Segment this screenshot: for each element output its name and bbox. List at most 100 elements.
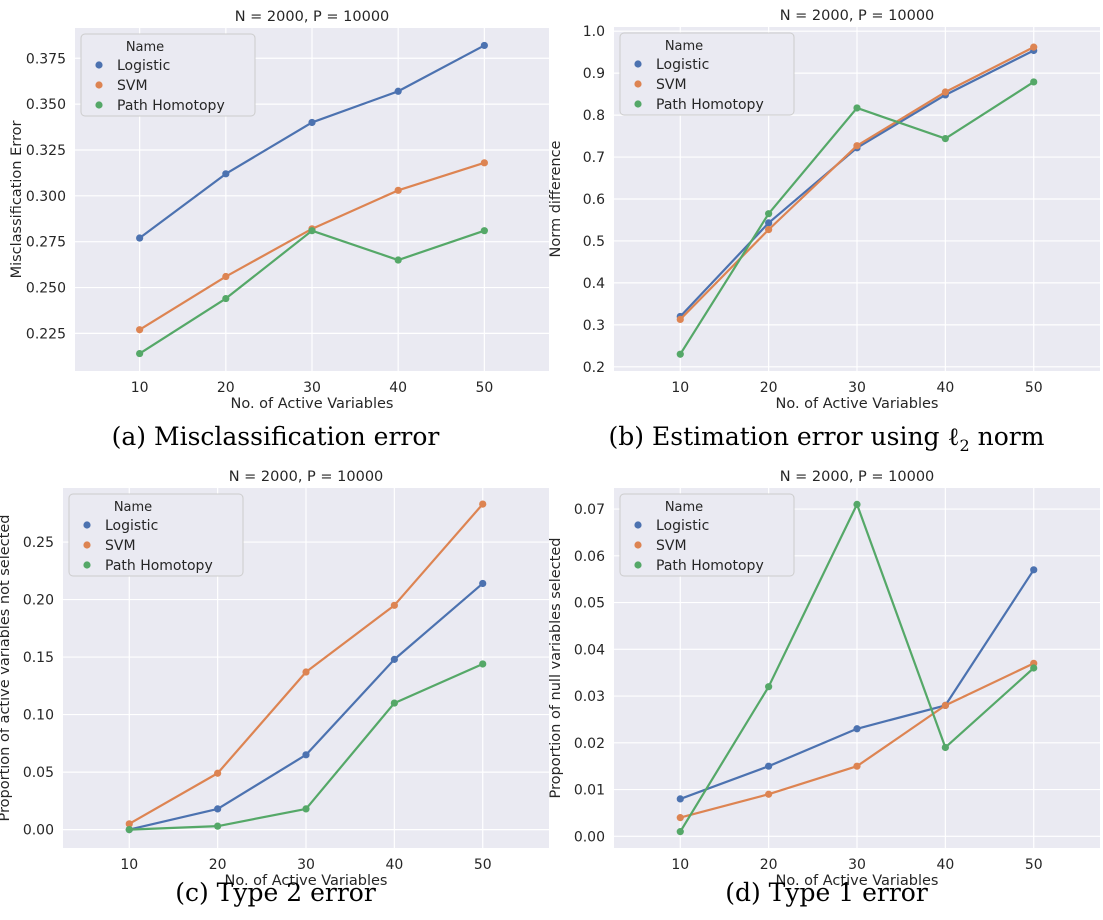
- y-axis-label: Misclassification Error: [9, 121, 25, 279]
- caption-b-subscript: 2: [959, 436, 970, 455]
- data-point: [479, 660, 487, 668]
- data-point: [479, 500, 487, 508]
- caption-c-text: Type 2 error: [216, 878, 376, 907]
- y-axis-label: Proportion of null variables selected: [548, 538, 564, 799]
- x-axis-label: No. of Active Variables: [225, 873, 388, 889]
- data-point: [853, 762, 861, 770]
- chart-b: 0.2 0.3 0.4 0.5 0.6 0.7 0.8 0.9 1.0 10 20 30 40 50 N =…: [548, 8, 1100, 412]
- x-tick-label: 40: [389, 380, 407, 396]
- data-point: [390, 655, 398, 663]
- legend-marker: [95, 61, 103, 69]
- legend-box: [80, 33, 256, 117]
- x-tick-label: 10: [671, 380, 689, 396]
- data-point: [676, 350, 684, 358]
- legend-label: Path Homotopy: [117, 98, 225, 114]
- data-point: [765, 683, 773, 691]
- data-point: [125, 820, 133, 828]
- y-tick-label: 0.275: [26, 235, 66, 251]
- y-tick-label: 0.4: [583, 276, 605, 292]
- data-point: [941, 88, 949, 96]
- x-tick-label: 30: [297, 857, 315, 873]
- data-point: [394, 87, 402, 95]
- y-tick-label: 0.04: [574, 642, 605, 658]
- x-tick-label: 10: [120, 857, 138, 873]
- data-point: [676, 814, 684, 822]
- y-tick-label: 0.7: [583, 150, 605, 166]
- data-point: [125, 825, 133, 834]
- x-tick-label: 20: [217, 380, 235, 396]
- caption-b-suffix: norm: [969, 422, 1045, 451]
- y-tick-label: 0.375: [26, 51, 66, 67]
- legend-title: Name: [665, 39, 703, 54]
- x-tick-label: 20: [760, 857, 778, 873]
- legend-box: [619, 32, 795, 116]
- caption-d-text: Type 1 error: [768, 878, 928, 907]
- legend-marker: [95, 101, 103, 109]
- data-point: [853, 104, 861, 112]
- legend-label: SVM: [656, 77, 687, 93]
- legend-label: Logistic: [117, 58, 170, 74]
- data-point: [136, 326, 144, 334]
- data-point: [765, 226, 773, 234]
- caption-b: (b) Estimation error using ℓ2 norm: [551, 422, 1102, 455]
- y-tick-label: 0.2: [583, 360, 605, 376]
- data-point: [765, 219, 773, 227]
- data-point: [853, 500, 861, 508]
- caption-c-prefix: (c): [175, 878, 217, 907]
- data-point: [302, 805, 310, 813]
- data-point: [222, 170, 230, 178]
- chart-panel-b: 0.2 0.3 0.4 0.5 0.6 0.7 0.8 0.9 1.0 10 20 30 40 50 N =…: [548, 0, 1102, 460]
- data-point: [222, 294, 230, 303]
- legend-label: Logistic: [656, 57, 709, 73]
- data-point: [214, 805, 222, 813]
- chart-d: 0.00 0.01 0.02 0.03 0.04 0.05 0.06 0.07 10 20 30 40…: [548, 469, 1100, 889]
- legend-box: [68, 493, 244, 577]
- y-tick-label: 0.225: [26, 326, 66, 342]
- data-point: [765, 762, 773, 770]
- legend-label: Path Homotopy: [656, 97, 764, 113]
- data-point: [765, 210, 773, 218]
- legend-label: Path Homotopy: [105, 558, 213, 574]
- data-point: [390, 699, 398, 707]
- data-point: [765, 790, 773, 798]
- x-tick-label: 20: [760, 380, 778, 396]
- x-tick-label: 50: [1025, 857, 1043, 873]
- chart-title: N = 2000, P = 10000: [235, 9, 390, 25]
- x-tick-label: 10: [131, 380, 149, 396]
- chart-panel-c: 0.00 0.05 0.10 0.15 0.20 0.25 10 20 30 40 50 N = 20…: [0, 460, 551, 920]
- chart-a: 0.225 0.250 0.275 0.300 0.325 0.350 0.375 10 20 3…: [9, 9, 549, 412]
- y-axis-label: Proportion of active variables not selec…: [0, 515, 13, 822]
- legend-label: Logistic: [656, 518, 709, 534]
- data-point: [941, 134, 949, 143]
- caption-d: (d) Type 1 error: [551, 878, 1102, 907]
- legend-marker: [634, 521, 642, 529]
- x-tick-label: 10: [671, 857, 689, 873]
- legend-marker: [634, 100, 642, 108]
- y-tick-label: 0.00: [23, 823, 54, 839]
- y-tick-label: 0.10: [23, 708, 54, 724]
- x-tick-label: 30: [848, 380, 866, 396]
- x-axis-label: No. of Active Variables: [776, 396, 939, 412]
- legend-title: Name: [665, 500, 703, 515]
- data-point: [676, 795, 684, 803]
- legend-marker: [634, 561, 642, 569]
- data-point: [941, 743, 949, 752]
- legend-marker: [95, 81, 103, 89]
- y-axis-label: Norm difference: [548, 140, 564, 257]
- legend-marker: [83, 521, 91, 529]
- data-point: [214, 769, 222, 777]
- y-tick-label: 0.3: [583, 318, 605, 334]
- chart-title: N = 2000, P = 10000: [229, 469, 384, 485]
- data-point: [1030, 566, 1038, 574]
- caption-a-text: Misclassification error: [153, 422, 440, 451]
- chart-title: N = 2000, P = 10000: [780, 469, 935, 485]
- data-point: [480, 41, 488, 50]
- data-point: [308, 118, 316, 127]
- data-point: [302, 751, 310, 759]
- x-tick-label: 50: [474, 857, 492, 873]
- x-tick-label: 50: [1025, 380, 1043, 396]
- y-tick-label: 0.6: [583, 192, 605, 208]
- caption-b-text: Estimation error using ℓ: [652, 422, 960, 451]
- y-tick-label: 0.03: [574, 689, 605, 705]
- chart-c: 0.00 0.05 0.10 0.15 0.20 0.25 10 20 30 40 50 N = 20…: [0, 469, 549, 889]
